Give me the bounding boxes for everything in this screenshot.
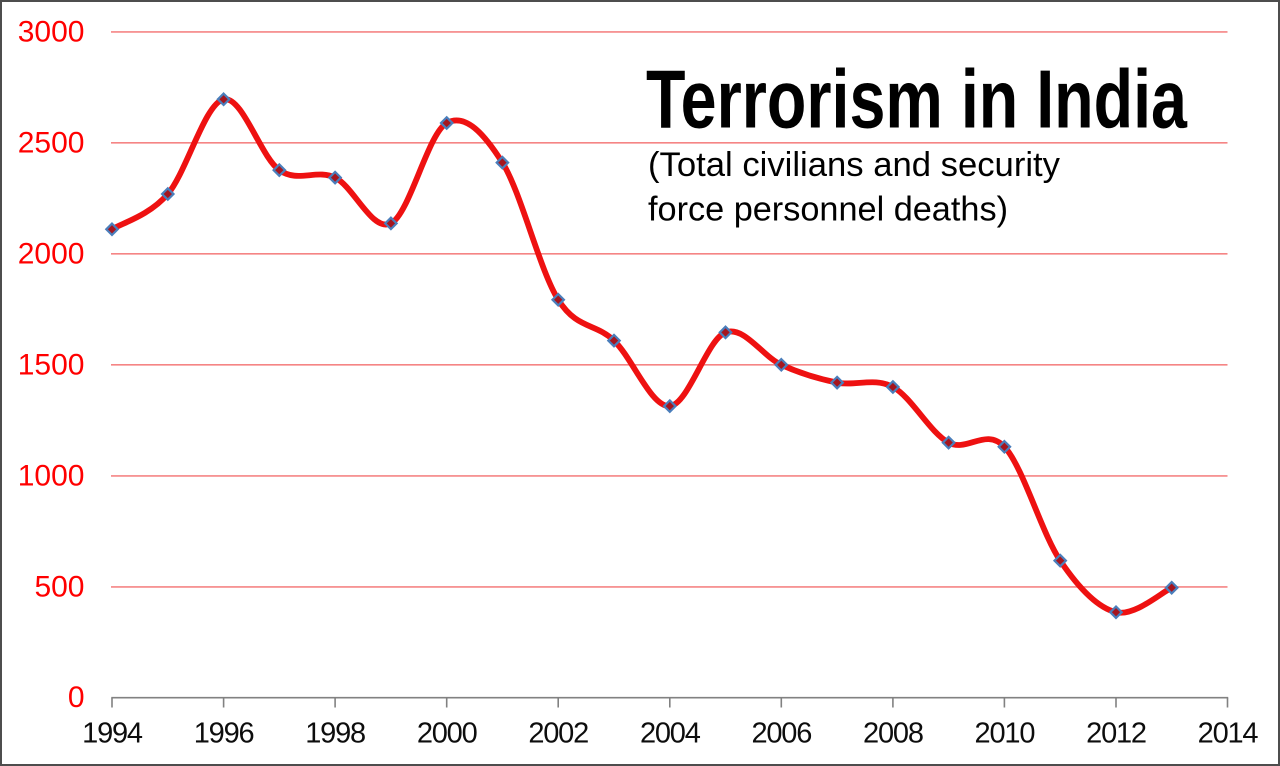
svg-text:2500: 2500 [18,126,85,159]
svg-text:1000: 1000 [18,459,85,492]
svg-text:2006: 2006 [751,718,811,750]
svg-text:1500: 1500 [18,348,85,381]
svg-text:0: 0 [68,681,85,714]
svg-text:2000: 2000 [18,237,85,270]
svg-text:500: 500 [34,570,84,603]
svg-text:1994: 1994 [82,718,143,750]
svg-text:2000: 2000 [417,718,477,750]
svg-text:force personnel deaths): force personnel deaths) [648,191,1008,229]
svg-text:2010: 2010 [975,718,1035,750]
svg-text:(Total civilians and security: (Total civilians and security [648,146,1061,184]
svg-text:3000: 3000 [18,15,85,48]
svg-text:2002: 2002 [528,718,588,750]
svg-text:2008: 2008 [863,718,923,750]
svg-text:2012: 2012 [1086,718,1146,750]
svg-text:1996: 1996 [194,718,254,750]
svg-text:1998: 1998 [305,718,365,750]
svg-text:2004: 2004 [640,718,701,750]
svg-text:Terrorism in India: Terrorism in India [646,52,1188,145]
svg-text:2014: 2014 [1198,718,1259,750]
